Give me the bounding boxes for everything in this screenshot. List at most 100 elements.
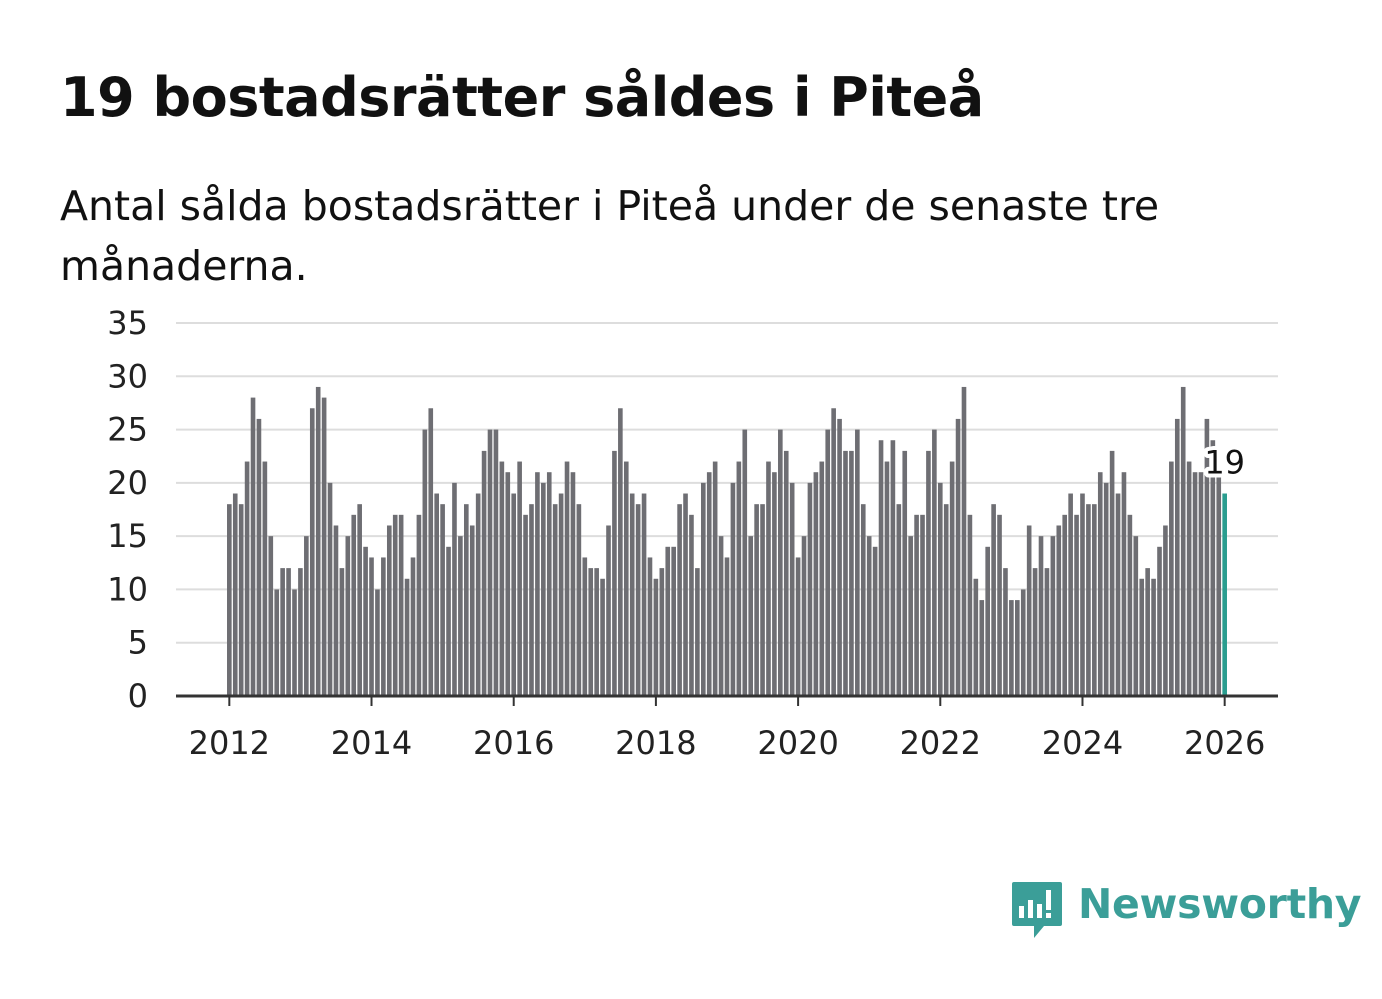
bar: [304, 536, 309, 696]
bar: [665, 546, 671, 696]
bar: [570, 472, 576, 696]
bar: [493, 429, 499, 696]
bar: [268, 536, 274, 696]
bar: [535, 472, 540, 696]
y-tick-label: 25: [107, 411, 148, 449]
bar: [422, 429, 428, 696]
y-tick-label: 35: [107, 304, 148, 342]
bar: [1204, 418, 1210, 696]
bar: [238, 504, 244, 696]
bar: [1151, 578, 1156, 696]
bar: [588, 568, 594, 696]
bar: [357, 504, 362, 696]
bar: [914, 514, 919, 696]
bar: [813, 472, 819, 696]
y-axis-ticks: 0 5 10 15 20 25 30 35: [107, 304, 148, 715]
y-tick-label: 5: [128, 624, 148, 662]
bar: [576, 504, 582, 696]
bar: [1210, 440, 1216, 696]
bar: [1180, 386, 1186, 696]
bar: [783, 450, 789, 696]
bar: [1020, 589, 1026, 696]
bar: [618, 408, 623, 696]
y-tick-label: 15: [107, 517, 148, 555]
bar-latest: [1222, 493, 1227, 696]
bar: [979, 600, 985, 696]
bar: [837, 418, 842, 696]
annotation-label: 19: [1204, 444, 1245, 482]
bar: [937, 482, 943, 696]
bar: [1115, 493, 1121, 696]
bar: [333, 525, 339, 696]
bar: [1109, 450, 1115, 696]
bar: [1192, 472, 1198, 696]
bar: [1062, 514, 1068, 696]
bar: [345, 536, 351, 696]
bar: [262, 461, 268, 696]
bar: [949, 461, 955, 696]
bar: [1086, 504, 1091, 696]
bar: [1169, 461, 1174, 696]
bar: [659, 568, 665, 696]
bar: [582, 557, 588, 696]
bar: [309, 408, 315, 696]
bar: [523, 514, 528, 696]
bar: [718, 536, 724, 696]
bar: [985, 546, 990, 696]
bar: [1044, 568, 1050, 696]
bar: [1157, 546, 1162, 696]
bar: [232, 493, 238, 696]
bar: [487, 429, 493, 696]
x-tick-label: 2012: [189, 724, 270, 762]
bar: [398, 514, 404, 696]
bar: [961, 386, 967, 696]
bar: [760, 504, 765, 696]
bar: [1003, 568, 1008, 696]
bar: [967, 514, 973, 696]
bar: [819, 461, 825, 696]
bar: [1056, 525, 1062, 696]
bar: [730, 482, 736, 696]
bar: [943, 504, 949, 696]
y-tick-label: 20: [107, 464, 148, 502]
bar: [849, 450, 854, 696]
bar: [1009, 600, 1014, 696]
bar: [712, 461, 718, 696]
bar: [890, 440, 896, 696]
bar: [1139, 578, 1145, 696]
bar: [706, 472, 712, 696]
x-tick-label: 2024: [1042, 724, 1123, 762]
bar: [250, 397, 256, 696]
bar: [860, 504, 866, 696]
bar: [748, 536, 754, 696]
x-axis-ticks: 2012 2014 2016 2018 2020 2022 2024 2026: [189, 696, 1265, 762]
bar: [404, 578, 410, 696]
bar: [683, 493, 688, 696]
bar: [629, 493, 635, 696]
bar: [955, 418, 961, 696]
bar: [612, 450, 617, 696]
bar: [392, 514, 398, 696]
bar: [671, 546, 676, 696]
bar: [807, 482, 813, 696]
bar: [623, 461, 629, 696]
bar: [1163, 525, 1168, 696]
bar: [351, 514, 357, 696]
bar: [428, 408, 434, 696]
bar: [724, 557, 730, 696]
bar: [600, 578, 605, 696]
x-tick-label: 2022: [900, 724, 981, 762]
bar: [529, 504, 534, 696]
bar: [481, 450, 487, 696]
bar: [1068, 493, 1073, 696]
bar: [558, 493, 564, 696]
bar: [381, 557, 386, 696]
bar: [866, 536, 872, 696]
bar: [1038, 536, 1044, 696]
x-tick-label: 2020: [757, 724, 838, 762]
bar: [256, 418, 262, 696]
bar: [1032, 568, 1038, 696]
x-tick-label: 2026: [1184, 724, 1265, 762]
bar: [606, 525, 611, 696]
